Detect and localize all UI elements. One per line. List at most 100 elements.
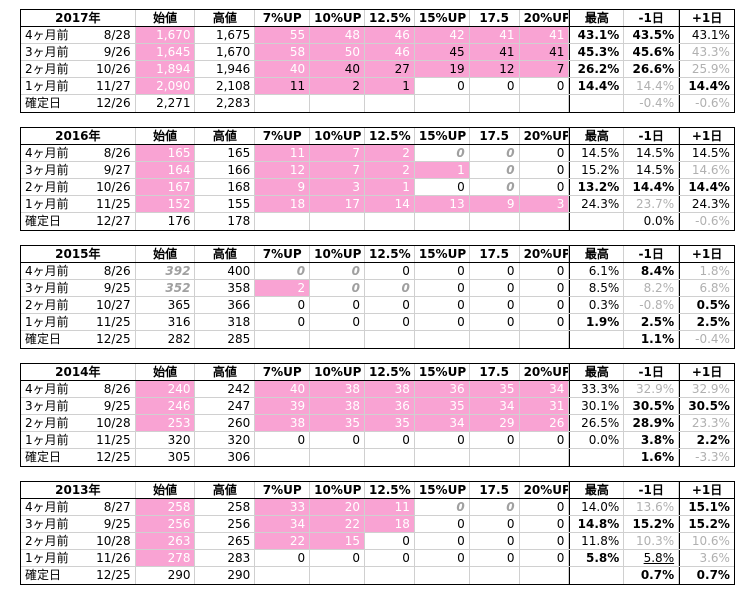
- row-label: 2ヶ月前: [25, 416, 69, 430]
- cell: 14.6%: [679, 162, 734, 178]
- cell: 0.5%: [679, 297, 734, 313]
- cell: [569, 567, 625, 584]
- data-row: 確定日 12/26 2,271 2,283 -0.4% -0.6%: [21, 95, 734, 112]
- data-row: 4ヶ月前 8/26 165 165 11 7 2 0 0 0 14.5% 14.5% 14.5%: [21, 145, 734, 162]
- cell: 305: [136, 449, 196, 466]
- row-date: 9/25: [103, 517, 131, 531]
- row-label: 確定日: [25, 568, 62, 582]
- cell: 43.1%: [679, 27, 734, 43]
- column-header: 15%UP: [415, 482, 470, 498]
- row-label-cell: 1ヶ月前 11/25: [21, 196, 136, 212]
- row-label-cell: 2ヶ月前 10/28: [21, 415, 136, 431]
- cell: 10.3%: [624, 533, 680, 549]
- cell: 167: [135, 179, 196, 195]
- row-label: 2ヶ月前: [25, 534, 69, 548]
- cell: 15.1%: [679, 499, 734, 515]
- column-header: 始値: [136, 482, 196, 498]
- cell: 6.1%: [569, 263, 625, 279]
- cell: 31: [519, 398, 570, 414]
- row-label: 確定日: [25, 332, 62, 346]
- cell: 40: [310, 61, 365, 77]
- cell: 11: [365, 499, 415, 515]
- data-row: 2ヶ月前 10/26 167 168 9 3 1 0 0 0 13.2% 14.4% 14.4%: [21, 179, 734, 196]
- cell: [415, 213, 470, 230]
- cell: -0.4%: [679, 331, 734, 348]
- data-row: 1ヶ月前 11/26 278 283 0 0 0 0 0 0 5.8% 5.8% 3.6%: [21, 550, 734, 567]
- cell: 283: [195, 550, 256, 566]
- cell: 306: [195, 449, 256, 466]
- cell: 0: [520, 263, 570, 279]
- cell: 41: [519, 44, 570, 60]
- cell: 0: [310, 432, 365, 448]
- cell: 3: [310, 179, 365, 195]
- cell: 15.2%: [679, 516, 734, 532]
- cell: 0: [520, 550, 570, 566]
- cell: 13: [414, 196, 470, 212]
- cell: [470, 213, 520, 230]
- row-label-cell: 3ヶ月前 9/26: [21, 44, 136, 60]
- cell: 0: [310, 263, 365, 279]
- cell: 0: [365, 314, 415, 330]
- column-header: 最高: [569, 246, 625, 262]
- column-header: 12.5%: [365, 128, 415, 144]
- data-row: 1ヶ月前 11/25 152 155 18 17 14 13 9 3 24.3% 23.7% 24.3%: [21, 196, 734, 213]
- row-label: 3ヶ月前: [25, 517, 69, 531]
- cell: 43.1%: [569, 27, 625, 43]
- cell: 14.4%: [569, 78, 625, 94]
- cell: 0: [365, 263, 415, 279]
- cell: 282: [136, 331, 196, 348]
- row-date: 11/25: [96, 433, 131, 447]
- column-header: 高値: [195, 364, 256, 380]
- row-label: 3ヶ月前: [25, 45, 69, 59]
- cell: 23.7%: [624, 196, 680, 212]
- cell: 320: [195, 432, 256, 448]
- cell: 0.0%: [569, 432, 625, 448]
- row-label: 1ヶ月前: [25, 315, 69, 329]
- row-label-cell: 3ヶ月前 9/25: [21, 280, 136, 296]
- data-row: 3ヶ月前 9/27 164 166 12 7 2 1 0 0 15.2% 14.5% 14.6%: [21, 162, 734, 179]
- table-block: 2014年 始値 高値 7%UP 10%UP 12.5% 15%UP 17.5 20%UP 最高 -…: [20, 363, 735, 467]
- cell: 0: [470, 179, 520, 195]
- cell: [470, 95, 520, 112]
- cell: 176: [136, 213, 196, 230]
- cell: 9: [255, 179, 311, 195]
- header-row: 2015年 始値 高値 7%UP 10%UP 12.5% 15%UP 17.5 20%UP 最高 -…: [21, 246, 734, 263]
- cell: 14.5%: [624, 162, 680, 178]
- cell: 290: [195, 567, 256, 584]
- cell: 5.8%: [624, 550, 680, 566]
- row-label: 確定日: [25, 214, 62, 228]
- row-label-cell: 2ヶ月前 10/26: [21, 61, 136, 77]
- data-row: 3ヶ月前 9/25 256 256 34 22 18 0 0 0 14.8% 15.2% 15.2%: [21, 516, 734, 533]
- cell: 24.3%: [569, 196, 625, 212]
- row-label-cell: 4ヶ月前 8/26: [21, 263, 136, 279]
- cell: 30.1%: [569, 398, 625, 414]
- cell: 166: [195, 162, 256, 178]
- cell: 12: [255, 162, 311, 178]
- cell: 42: [414, 27, 470, 43]
- cell: 46: [365, 27, 415, 43]
- data-row: 2ヶ月前 10/27 365 366 0 0 0 0 0 0 0.3% -0.8% 0.5%: [21, 297, 734, 314]
- cell: 3: [519, 196, 570, 212]
- column-header: 7%UP: [255, 128, 311, 144]
- cell: 35: [365, 415, 415, 431]
- cell: 2,271: [136, 95, 196, 112]
- cell: 19: [414, 61, 470, 77]
- cell: 11: [255, 145, 311, 161]
- cell: 0: [365, 432, 415, 448]
- cell: 260: [195, 415, 256, 431]
- column-header: -1日: [624, 128, 680, 144]
- cell: 3.8%: [624, 432, 680, 448]
- row-label: 2ヶ月前: [25, 62, 69, 76]
- cell: 0: [365, 533, 415, 549]
- cell: 2: [365, 162, 415, 178]
- cell: 0.0%: [624, 213, 680, 230]
- row-label-cell: 1ヶ月前 11/26: [21, 550, 136, 566]
- cell: [365, 95, 415, 112]
- row-label-cell: 1ヶ月前 11/27: [21, 78, 136, 94]
- cell: [569, 331, 625, 348]
- cell: 365: [136, 297, 196, 313]
- row-date: 8/26: [103, 382, 131, 396]
- cell: [255, 213, 311, 230]
- cell: 38: [255, 415, 311, 431]
- cell: 0: [415, 263, 470, 279]
